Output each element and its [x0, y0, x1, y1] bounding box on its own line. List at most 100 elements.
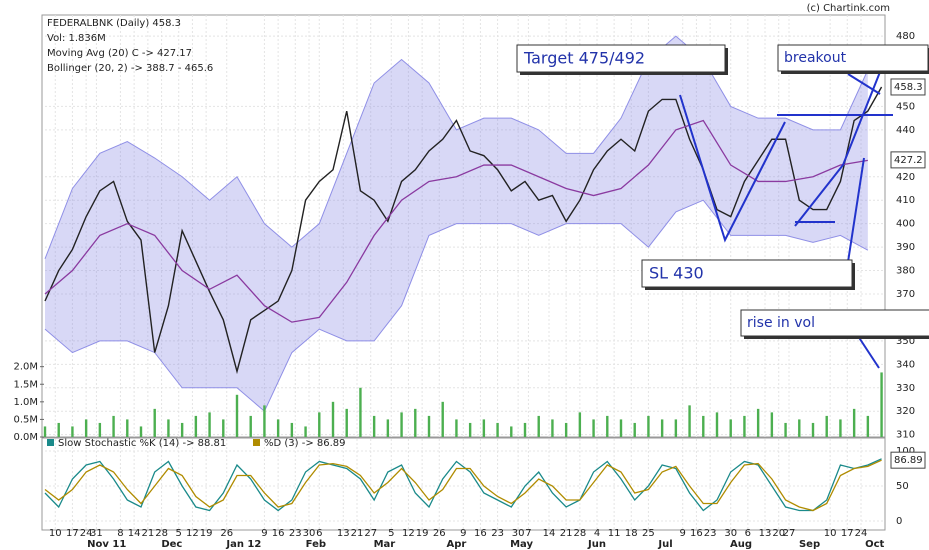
- x-tick-label: 4: [594, 528, 600, 539]
- y-tick-label: 400: [896, 219, 915, 230]
- price-tag-label: 86.89: [894, 455, 923, 466]
- arrow: [847, 73, 881, 95]
- month-label: Sep: [799, 539, 820, 550]
- x-tick-label: 20: [772, 528, 785, 539]
- x-tick-label: 14: [128, 528, 141, 539]
- x-tick-label: 23: [491, 528, 504, 539]
- volume-bar: [331, 401, 335, 437]
- volume-bar: [318, 412, 321, 437]
- y-tick-label: 1.0M: [13, 397, 38, 408]
- line: [44, 458, 882, 512]
- arrow: [857, 335, 880, 369]
- x-tick-label: 9: [261, 528, 267, 539]
- x-tick-label: 5: [388, 528, 394, 539]
- volume-bar: [71, 426, 74, 437]
- y-tick-label: 340: [896, 359, 915, 370]
- x-tick-label: 13: [759, 528, 772, 539]
- legend-entry: Vol: 1.836M: [47, 33, 106, 44]
- volume-bar: [43, 426, 47, 437]
- y-tick-label: 440: [896, 125, 915, 136]
- annotation-box: [516, 44, 726, 73]
- y-tick-label: 0.5M: [13, 414, 38, 425]
- y-tick-label: 350: [896, 336, 915, 347]
- x-tick-label: 17: [66, 528, 79, 539]
- volume-bar: [208, 412, 211, 437]
- annotation: SL 430: [649, 264, 704, 283]
- x-tick-label: 28: [155, 528, 168, 539]
- month-label: Jun: [587, 539, 606, 550]
- volume-bar: [276, 419, 280, 437]
- y-tick-label: 0.0M: [13, 432, 38, 443]
- volume-bar: [222, 419, 225, 437]
- x-tick-label: 19: [416, 528, 429, 539]
- month-label: Mar: [374, 539, 396, 550]
- volume-bar: [825, 415, 828, 437]
- volume-bar: [619, 419, 623, 437]
- volume-bar: [729, 419, 732, 437]
- volume-bar: [57, 422, 60, 437]
- volume-bar: [153, 408, 156, 437]
- x-tick-label: 23: [704, 528, 717, 539]
- x-tick-label: 27: [364, 528, 377, 539]
- x-tick-label: 6: [316, 528, 322, 539]
- x-tick-label: 9: [460, 528, 466, 539]
- x-tick-label: 8: [117, 528, 123, 539]
- volume-bar: [112, 415, 115, 437]
- x-tick-label: 26: [433, 528, 446, 539]
- volume-bar: [427, 415, 431, 437]
- annotation: breakout: [784, 50, 847, 66]
- y-tick-label: 420: [896, 172, 915, 183]
- month-label: Dec: [161, 539, 182, 550]
- x-tick-label: 16: [690, 528, 703, 539]
- month-label: Apr: [447, 539, 467, 550]
- x-tick-label: 27: [783, 528, 796, 539]
- y-tick-label: 100: [896, 446, 915, 457]
- trend-line: [794, 71, 881, 227]
- y-tick-label: 1.5M: [13, 379, 38, 390]
- y-tick-label: 450: [896, 101, 915, 112]
- annotations: Target 475/492 breakout SL 430 rise in v…: [516, 44, 929, 339]
- price-tag: [890, 451, 926, 469]
- volume-bar: [702, 415, 705, 437]
- y-tick-label: 380: [896, 266, 915, 277]
- x-tick-label: 5: [176, 528, 182, 539]
- x-tick-label: 16: [272, 528, 285, 539]
- legend-entry: Slow Stochastic %K (14) -> 88.81: [58, 438, 226, 449]
- legend-entry: Bollinger (20, 2) -> 388.7 - 465.6: [47, 63, 213, 74]
- x-tick-label: 12: [402, 528, 415, 539]
- month-label: May: [510, 539, 533, 550]
- y-tick-label: 390: [896, 242, 915, 253]
- volume-bar: [770, 412, 774, 437]
- x-tick-label: 21: [560, 528, 573, 539]
- volume-bar: [551, 419, 554, 437]
- x-tick-label: 24: [80, 528, 93, 539]
- price-tag: [890, 78, 926, 96]
- volume-bar: [866, 415, 870, 437]
- legend-entry: FEDERALBNK (Daily) 458.3: [47, 18, 181, 29]
- volume-bar: [496, 422, 499, 437]
- x-tick-label: 6: [745, 528, 751, 539]
- arrow: [847, 157, 865, 263]
- volume-bar: [468, 422, 472, 437]
- volume-bar: [139, 426, 143, 437]
- x-tick-label: 13: [337, 528, 350, 539]
- line: [44, 119, 868, 323]
- y-tick-label: 50: [896, 481, 909, 492]
- volume-bar: [592, 419, 595, 437]
- legend-entry: Moving Avg (20) C -> 427.17: [47, 48, 192, 59]
- y-tick-label: 2.0M: [13, 362, 38, 373]
- month-label: Jul: [657, 539, 672, 550]
- volume-bar: [852, 408, 856, 437]
- legend-entry: %D (3) -> 86.89: [264, 438, 346, 449]
- x-tick-label: 17: [841, 528, 854, 539]
- volume-bar: [839, 419, 842, 437]
- y-tick-label: 310: [896, 430, 915, 441]
- x-tick-label: 30: [303, 528, 316, 539]
- volume-bar: [564, 422, 568, 437]
- volume-bar: [606, 415, 609, 437]
- month-label: Aug: [730, 539, 752, 550]
- x-tick-label: 9: [680, 528, 686, 539]
- volume-bar: [290, 422, 294, 437]
